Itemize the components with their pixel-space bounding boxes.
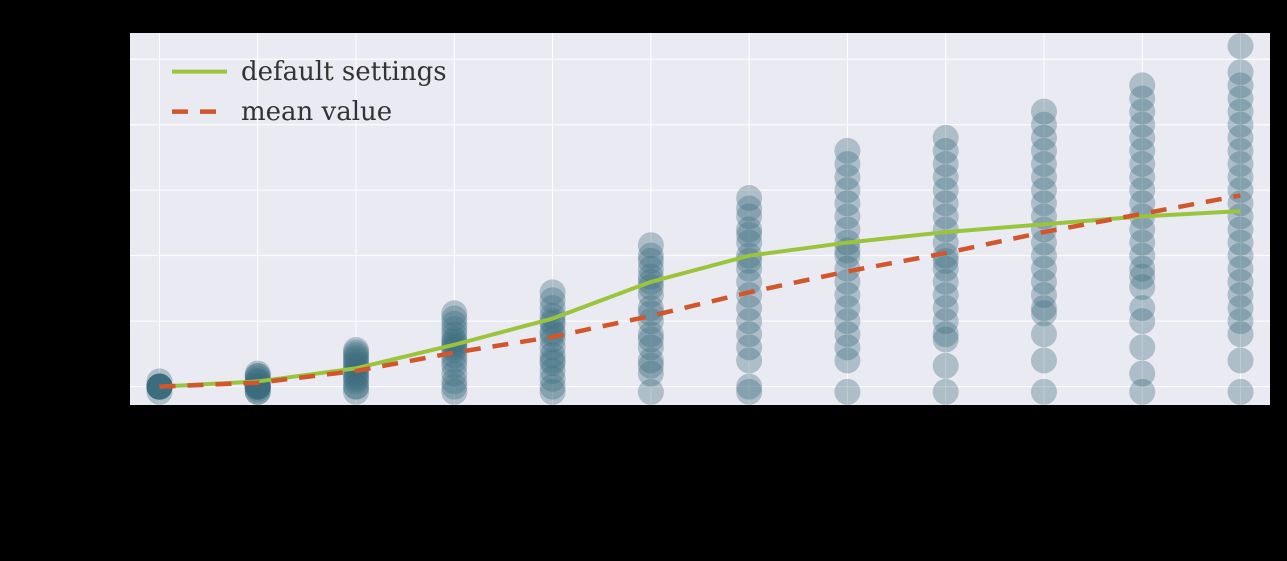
scatter-point: [834, 379, 860, 405]
scatter-point: [1129, 334, 1155, 360]
legend-text-mean_value: mean value: [241, 97, 392, 127]
scatter-point: [540, 347, 566, 373]
scatter-point: [933, 321, 959, 347]
scatter-point: [638, 353, 664, 379]
chart-svg: default settings mean value: [0, 0, 1287, 561]
scatter-point: [736, 185, 762, 211]
scatter-point: [245, 374, 271, 400]
scatter-point: [1129, 72, 1155, 98]
scatter-point: [441, 300, 467, 326]
scatter-point: [1031, 295, 1057, 321]
scatter-point: [343, 374, 369, 400]
scatter-point: [343, 337, 369, 363]
scatter-point: [736, 222, 762, 248]
scatter-point: [1228, 347, 1254, 373]
legend-text-default_settings: default settings: [241, 57, 447, 87]
scatter-point: [1129, 361, 1155, 387]
scatter-point: [441, 379, 467, 405]
scatter-point: [1031, 347, 1057, 373]
scatter-point: [638, 248, 664, 274]
scatter-point: [1228, 59, 1254, 85]
scatter-point: [736, 379, 762, 405]
scatter-point: [933, 379, 959, 405]
scatter-point: [933, 353, 959, 379]
scatter-point: [736, 248, 762, 274]
scatter-point: [1031, 99, 1057, 125]
scatter-point: [933, 125, 959, 151]
scatter-point: [834, 321, 860, 347]
scatter-point: [1129, 264, 1155, 290]
chart-container: default settings mean value: [0, 0, 1287, 561]
scatter-point: [834, 347, 860, 373]
scatter-point: [1031, 379, 1057, 405]
scatter-point: [540, 279, 566, 305]
scatter-point: [146, 379, 172, 405]
scatter-point: [1228, 379, 1254, 405]
scatter-point: [638, 327, 664, 353]
scatter-point: [834, 138, 860, 164]
scatter-point: [1228, 33, 1254, 59]
scatter-point: [540, 379, 566, 405]
scatter-point: [1228, 308, 1254, 334]
